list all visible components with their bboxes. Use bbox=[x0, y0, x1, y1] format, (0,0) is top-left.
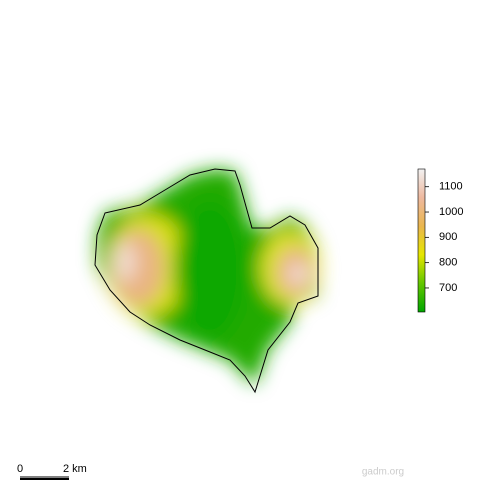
scale-label: 2 km bbox=[63, 463, 87, 475]
color-bar bbox=[417, 168, 426, 313]
legend-tick-label: 900 bbox=[439, 231, 457, 243]
boundary bbox=[94, 168, 319, 394]
elevation-raster bbox=[97, 169, 320, 385]
legend-tick-label: 800 bbox=[439, 257, 457, 269]
legend: 700 800 900 1000 1100 bbox=[417, 168, 463, 313]
scale-label: 0 bbox=[17, 463, 23, 475]
legend-tick-label: 1000 bbox=[439, 206, 463, 218]
legend-tick-label: 1100 bbox=[439, 181, 463, 193]
legend-tick-label: 700 bbox=[439, 282, 457, 294]
credit: gadm.org bbox=[362, 467, 404, 478]
